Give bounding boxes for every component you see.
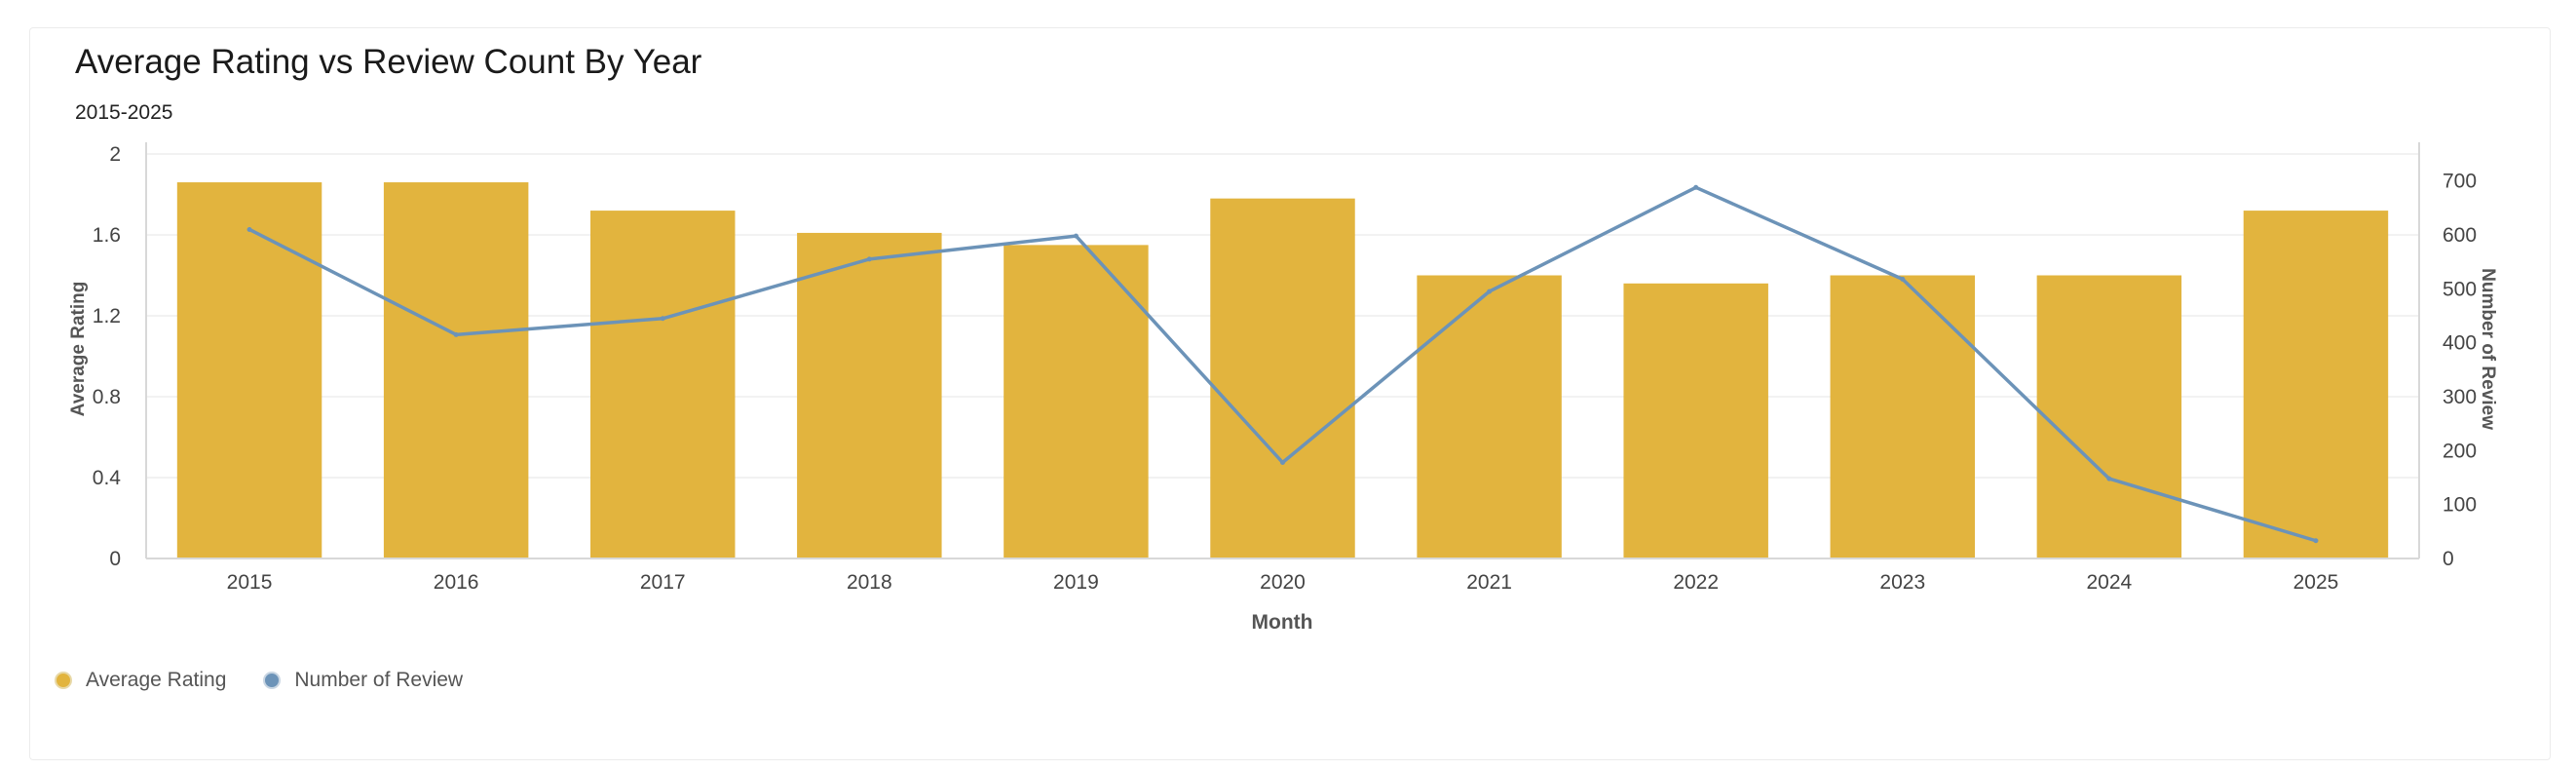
bar-2015 — [176, 182, 322, 559]
y-right-tick-label: 200 — [2443, 440, 2477, 462]
legend-label-average-rating: Average Rating — [86, 669, 227, 691]
line-series — [246, 184, 2319, 544]
y-left-tick-label: 0.8 — [93, 386, 121, 408]
y-left-tick-label: 1.6 — [93, 224, 121, 247]
y-right-tick-label: 100 — [2443, 494, 2477, 517]
y-right-tick-label: 600 — [2443, 224, 2477, 247]
point-2023 — [1900, 276, 1906, 282]
legend-swatch-average-rating — [55, 672, 72, 689]
bar-2023 — [1830, 275, 1976, 558]
point-2016 — [453, 331, 459, 337]
point-2018 — [866, 256, 872, 262]
chart-subtitle: 2015-2025 — [75, 101, 173, 124]
y-left-tick-labels: 0 0.4 0.8 1.2 1.6 2 — [93, 143, 122, 570]
point-2024 — [2106, 476, 2112, 481]
bar-2021 — [1417, 275, 1562, 558]
x-axis-label: Month — [1252, 611, 1313, 634]
y-right-tick-label: 0 — [2443, 548, 2454, 570]
x-tick-label: 2021 — [1466, 571, 1512, 594]
y-right-tick-label: 400 — [2443, 332, 2477, 355]
x-tick-label: 2017 — [640, 571, 686, 594]
bar-2025 — [2243, 211, 2389, 558]
x-tick-label: 2025 — [2293, 571, 2339, 594]
y-right-tick-label: 500 — [2443, 278, 2477, 300]
y-left-tick-label: 0 — [109, 548, 121, 570]
bar-2020 — [1210, 198, 1355, 558]
x-tick-label: 2023 — [1879, 571, 1925, 594]
y-right-tick-label: 300 — [2443, 386, 2477, 408]
x-tick-label: 2020 — [1260, 571, 1306, 594]
bar-2017 — [589, 211, 736, 558]
x-tick-label: 2019 — [1053, 571, 1099, 594]
point-2015 — [246, 226, 252, 232]
bar-series — [176, 182, 2389, 559]
x-tick-label: 2015 — [227, 571, 273, 594]
point-2021 — [1487, 289, 1493, 294]
point-2019 — [1073, 233, 1079, 239]
bar-2024 — [2036, 275, 2182, 558]
x-tick-label: 2024 — [2087, 571, 2133, 594]
y-left-tick-label: 1.2 — [93, 305, 121, 327]
legend-item-average-rating[interactable]: Average Rating — [55, 669, 226, 692]
legend-swatch-number-of-review — [263, 672, 282, 689]
bar-2018 — [797, 232, 942, 559]
x-tick-label: 2018 — [847, 571, 892, 594]
y-left-axis-label: Average Rating — [68, 282, 89, 417]
x-tick-label: 2016 — [434, 571, 479, 594]
point-2017 — [660, 316, 665, 322]
y-left-tick-label: 0.4 — [93, 467, 122, 489]
x-tick-label: 2022 — [1673, 571, 1719, 594]
axes — [145, 142, 2420, 559]
x-tick-labels: 2015 2016 2017 2018 2019 2020 2021 2022 2023 2024… — [227, 571, 2339, 594]
legend: Average Rating Number of Review — [55, 669, 500, 692]
bar-2022 — [1623, 283, 1768, 558]
y-right-tick-label: 700 — [2443, 171, 2477, 193]
bar-2016 — [383, 182, 529, 559]
chart-title: Average Rating vs Review Count By Year — [75, 43, 702, 81]
y-left-tick-label: 2 — [109, 143, 121, 166]
point-2025 — [2313, 538, 2319, 544]
point-2022 — [1693, 184, 1699, 190]
y-right-axis-label: Number of Review — [2478, 268, 2498, 430]
legend-item-number-of-review[interactable]: Number of Review — [263, 669, 463, 692]
bar-2019 — [1004, 245, 1149, 558]
legend-label-number-of-review: Number of Review — [294, 669, 464, 691]
point-2020 — [1280, 460, 1285, 466]
y-right-tick-labels: 0 100 200 300 400 500 600 700 — [2443, 171, 2477, 570]
